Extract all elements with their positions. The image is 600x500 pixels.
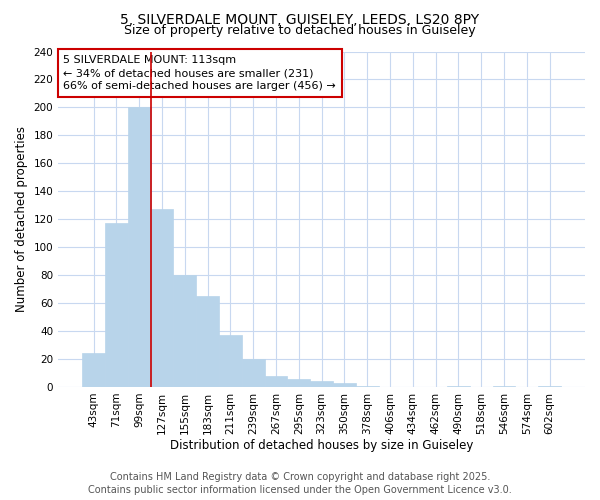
Bar <box>447 386 470 387</box>
Text: Size of property relative to detached houses in Guiseley: Size of property relative to detached ho… <box>124 24 476 37</box>
Bar <box>287 378 310 387</box>
Bar <box>310 382 333 387</box>
Bar <box>333 383 356 387</box>
Bar <box>82 354 105 387</box>
Bar <box>128 108 151 387</box>
Bar <box>196 296 219 387</box>
Text: 5, SILVERDALE MOUNT, GUISELEY, LEEDS, LS20 8PY: 5, SILVERDALE MOUNT, GUISELEY, LEEDS, LS… <box>121 12 479 26</box>
Text: Contains HM Land Registry data © Crown copyright and database right 2025.
Contai: Contains HM Land Registry data © Crown c… <box>88 472 512 495</box>
Bar <box>265 376 287 387</box>
Bar <box>151 210 173 387</box>
Bar <box>219 335 242 387</box>
Y-axis label: Number of detached properties: Number of detached properties <box>15 126 28 312</box>
Bar <box>173 275 196 387</box>
Bar <box>493 386 515 387</box>
Bar <box>356 386 379 387</box>
Bar <box>105 224 128 387</box>
Bar <box>538 386 561 387</box>
X-axis label: Distribution of detached houses by size in Guiseley: Distribution of detached houses by size … <box>170 440 473 452</box>
Bar <box>242 359 265 387</box>
Text: 5 SILVERDALE MOUNT: 113sqm
← 34% of detached houses are smaller (231)
66% of sem: 5 SILVERDALE MOUNT: 113sqm ← 34% of deta… <box>64 55 336 92</box>
